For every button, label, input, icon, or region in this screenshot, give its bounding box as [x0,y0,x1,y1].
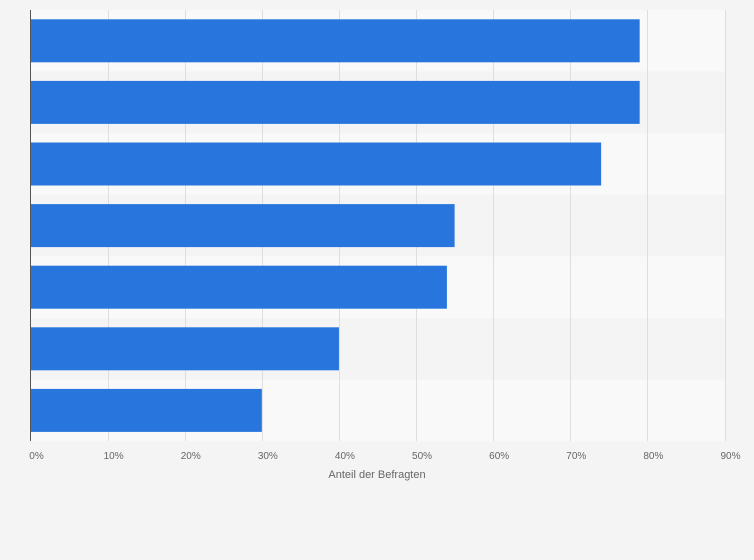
x-tick-label: 70% [566,451,586,462]
bar [30,265,447,309]
x-tick-labels: 0% 10% 20% 30% 40% 50% 60% 70% 80% 90% [29,451,740,462]
x-tick-label: 80% [643,451,663,462]
bars [30,19,640,432]
bar [30,388,262,432]
x-tick-label: 50% [412,451,432,462]
bar [30,142,602,186]
x-tick-label: 60% [489,451,509,462]
bar [30,327,339,371]
x-tick-label: 40% [335,451,355,462]
x-axis-title: Anteil der Befragten [328,469,425,481]
x-tick-label: 10% [104,451,124,462]
x-tick-label: 20% [181,451,201,462]
x-tick-label: 90% [720,451,740,462]
bar [30,19,640,63]
bar [30,80,640,124]
bar [30,204,455,248]
x-tick-label: 0% [29,451,44,462]
x-tick-label: 30% [258,451,278,462]
